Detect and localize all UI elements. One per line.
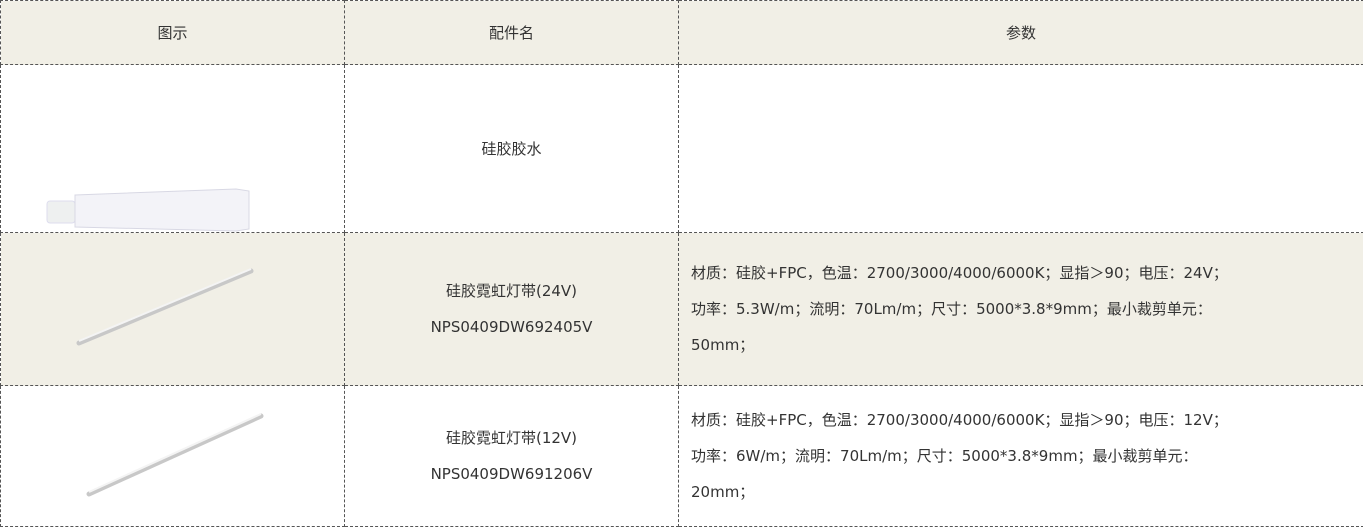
part-name: NPS0409DW691206V [345, 456, 678, 492]
table-row: 硅胶霓虹灯带(24V)NPS0409DW692405V 材质：硅胶+FPC，色温：… [1, 233, 1363, 386]
part-name: 硅胶霓虹灯带(24V) [345, 273, 678, 309]
param-line: 50mm； [691, 327, 1363, 363]
image-cell [1, 233, 345, 386]
name-cell: 硅胶胶水 [345, 65, 679, 233]
header-cell: 参数 [679, 1, 1363, 65]
header-cell: 图示 [1, 1, 345, 65]
params-cell: 材质：硅胶+FPC，色温：2700/3000/4000/6000K；显指＞90；… [679, 233, 1363, 386]
product-image [1, 386, 344, 526]
name-cell: 硅胶霓虹灯带(24V)NPS0409DW692405V [345, 233, 679, 386]
name-cell: 硅胶霓虹灯带(12V)NPS0409DW691206V [345, 386, 679, 527]
param-line: 材质：硅胶+FPC，色温：2700/3000/4000/6000K；显指＞90；… [691, 402, 1363, 438]
params-cell [679, 65, 1363, 233]
param-line: 材质：硅胶+FPC，色温：2700/3000/4000/6000K；显指＞90；… [691, 255, 1363, 291]
param-line: 20mm； [691, 474, 1363, 510]
param-line: 功率：5.3W/m；流明：70Lm/m；尺寸：5000*3.8*9mm；最小裁剪… [691, 291, 1363, 327]
image-cell [1, 386, 345, 527]
table-row: 硅胶胶水 [1, 65, 1363, 233]
product-image [1, 233, 344, 385]
part-name: 硅胶霓虹灯带(12V) [345, 420, 678, 456]
header-row: 图示 配件名 参数 [1, 1, 1363, 65]
param-line: 功率：6W/m；流明：70Lm/m；尺寸：5000*3.8*9mm；最小裁剪单元… [691, 438, 1363, 474]
params-cell: 材质：硅胶+FPC，色温：2700/3000/4000/6000K；显指＞90；… [679, 386, 1363, 527]
part-name: 硅胶胶水 [345, 131, 678, 167]
image-cell [1, 65, 345, 233]
table-row: 硅胶霓虹灯带(12V)NPS0409DW691206V 材质：硅胶+FPC，色温：… [1, 386, 1363, 527]
header-cell: 配件名 [345, 1, 679, 65]
product-image [1, 65, 344, 232]
part-name: NPS0409DW692405V [345, 309, 678, 345]
